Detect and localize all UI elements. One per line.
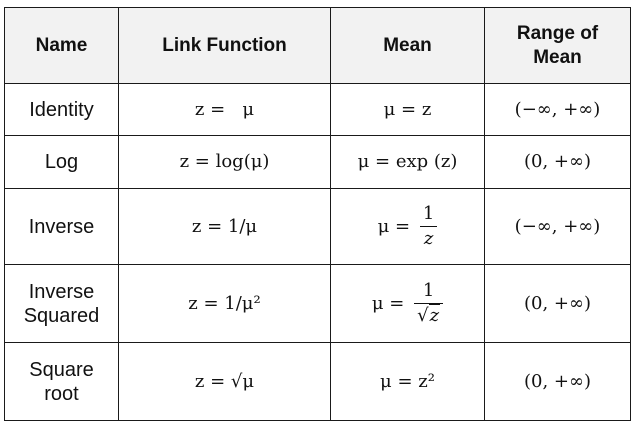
- mean-lhs: μ =: [371, 292, 405, 314]
- row-name-line1: Log: [44, 151, 79, 173]
- fraction-denominator: z: [423, 228, 434, 249]
- link-function-table: Name Link Function Mean Range of Mean Id…: [4, 7, 631, 421]
- row-name-line2: Squared: [23, 304, 100, 327]
- table-row: Inverse z = 1/μ μ = 1 z (−∞, +∞): [4, 188, 631, 265]
- row-mean: μ = 1 z: [330, 188, 485, 265]
- row-name: Inverse Squared: [4, 264, 119, 343]
- sqrt-radicand: z: [428, 304, 441, 326]
- header-range-of-mean: Range of Mean: [484, 7, 631, 84]
- row-range: (0, +∞): [484, 264, 631, 343]
- row-mean: μ = 1 √z: [330, 264, 485, 343]
- fraction-denominator: √z: [414, 304, 443, 326]
- row-range: (−∞, +∞): [484, 83, 631, 136]
- mean-fraction: 1 z: [419, 204, 438, 249]
- row-range: (0, +∞): [484, 135, 631, 189]
- header-range-line2: Mean: [533, 46, 582, 68]
- row-link-function: z = log(μ): [118, 135, 331, 189]
- sqrt-symbol: √: [417, 305, 429, 326]
- row-name: Inverse: [4, 188, 119, 265]
- header-row: Name Link Function Mean Range of Mean: [4, 7, 631, 84]
- table-row: Log z = log(μ) μ = exp (z) (0, +∞): [4, 135, 631, 189]
- row-name-line2: root: [44, 382, 79, 405]
- mean-lhs: μ =: [377, 215, 411, 237]
- fraction-numerator: 1: [414, 281, 444, 304]
- header-name: Name: [4, 7, 119, 84]
- table-row: Identity z = μ μ = z (−∞, +∞): [4, 83, 631, 136]
- header-mean: Mean: [330, 7, 485, 84]
- row-name: Square root: [4, 342, 119, 421]
- row-name: Log: [4, 135, 119, 189]
- fraction-numerator: 1: [419, 204, 438, 227]
- row-range: (−∞, +∞): [484, 188, 631, 265]
- row-name-line1: Identity: [29, 98, 94, 121]
- row-link-function: z = 1/μ²: [118, 264, 331, 343]
- row-link-function: z = 1/μ: [118, 188, 331, 265]
- row-name-line1: Square: [29, 358, 94, 381]
- row-link-function: z = √μ: [118, 342, 331, 421]
- table-row: Square root z = √μ μ = z² (0, +∞): [4, 342, 631, 421]
- row-name-line1: Inverse: [28, 280, 95, 303]
- row-mean: μ = z: [330, 83, 485, 136]
- row-name: Identity: [4, 83, 119, 136]
- header-link-function: Link Function: [118, 7, 331, 84]
- row-name-line1: Inverse: [28, 215, 95, 238]
- row-range: (0, +∞): [484, 342, 631, 421]
- row-mean: μ = z²: [330, 342, 485, 421]
- row-link-function: z = μ: [118, 83, 331, 136]
- row-mean: μ = exp (z): [330, 135, 485, 189]
- mean-fraction: 1 √z: [414, 281, 444, 326]
- table-row: Inverse Squared z = 1/μ² μ = 1 √z (0, +∞…: [4, 264, 631, 343]
- header-range-line1: Range of: [516, 22, 599, 44]
